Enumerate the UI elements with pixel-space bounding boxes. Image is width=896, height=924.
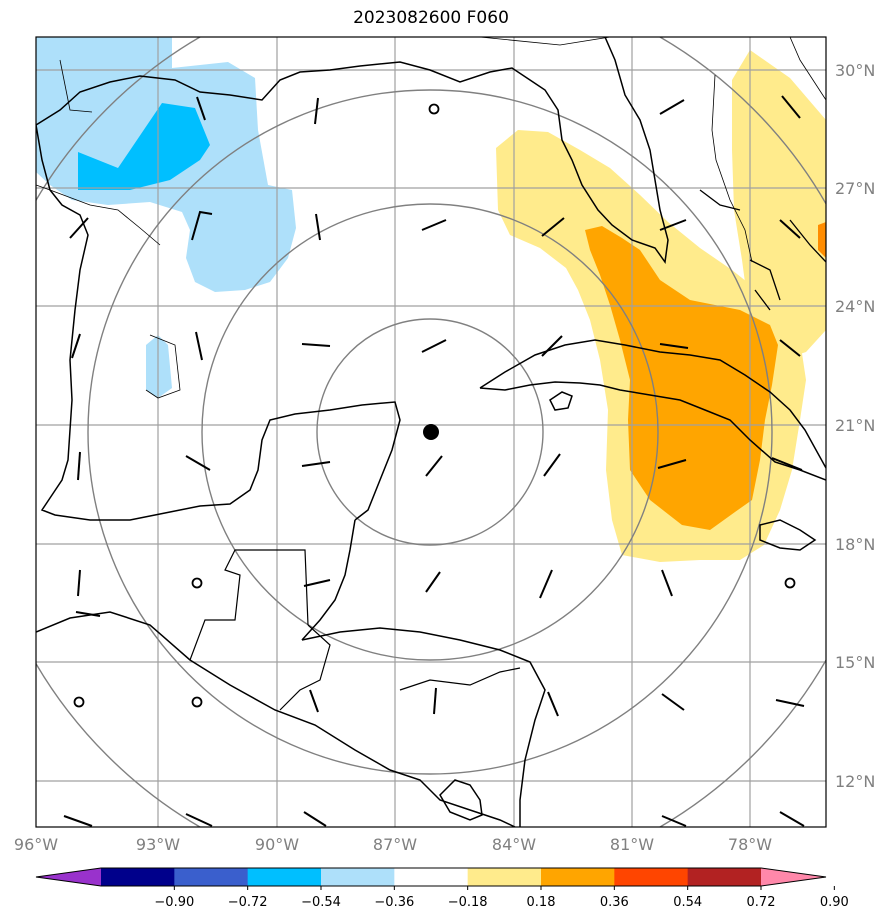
colorbar-tick-label: 0.54: [673, 895, 702, 910]
lat-labels: 30°N 27°N 24°N 21°N 18°N 15°N 12°N: [835, 61, 875, 791]
calm-circle: [428, 103, 440, 115]
colorbar-bin: [247, 868, 322, 886]
cuba-south-coast: [479, 381, 826, 481]
lon-label: 90°W: [255, 835, 299, 854]
grid-lines: [36, 37, 826, 827]
mexico-gulf-coast: [36, 124, 401, 521]
range-ring-3: [87, 89, 773, 775]
coastlines: [36, 37, 826, 827]
lat-label: 24°N: [835, 297, 875, 316]
calm-circles: [73, 103, 796, 708]
guatemala-border: [189, 549, 309, 661]
lon-label: 84°W: [492, 835, 536, 854]
colorbar-bin: [541, 868, 615, 886]
us-gulf-coast: [36, 37, 669, 264]
colorbar-tick-label: 0.18: [527, 895, 556, 910]
colorbar-tick-label: 0.36: [600, 895, 629, 910]
range-ring-1: [316, 318, 544, 546]
shaded-field: [36, 37, 826, 562]
lat-label: 15°N: [835, 653, 875, 672]
range-ring-2: [201, 203, 659, 661]
negative-anomaly-small: [146, 335, 172, 398]
negative-anomaly-core: [78, 103, 210, 190]
lon-label: 93°W: [136, 835, 180, 854]
lon-labels: 96°W 93°W 90°W 87°W 84°W 81°W 78°W: [14, 835, 772, 854]
map-frame: [35, 36, 827, 828]
colorbar-bin: [174, 868, 249, 886]
colorbar-bin: [394, 868, 469, 886]
lon-label: 81°W: [610, 835, 654, 854]
wind-barbs: [63, 95, 805, 827]
map-area: [36, 37, 826, 827]
calm-circle: [73, 696, 85, 708]
lon-label: 78°W: [728, 835, 772, 854]
colorbar-bin: [101, 868, 175, 886]
lat-label: 30°N: [835, 61, 875, 80]
positive-anomaly-ne: [732, 50, 826, 362]
calm-circle: [191, 577, 203, 589]
positive-anomaly-edge: [818, 222, 826, 258]
calm-circle: [784, 577, 796, 589]
political-borders: [36, 37, 826, 399]
lon-label: 96°W: [14, 835, 58, 854]
colorbar-tick-label: −0.54: [301, 895, 341, 910]
colorbar-tick-label: −0.18: [448, 895, 488, 910]
colorbar-tick-label: −0.36: [374, 895, 414, 910]
storm-center-marker: [423, 424, 439, 440]
calm-circle: [191, 696, 203, 708]
colorbar-bin: [687, 868, 762, 886]
range-rings: [36, 37, 826, 827]
lat-label: 12°N: [835, 772, 875, 791]
nicaragua-border: [399, 667, 521, 691]
colorbar-tick-label: −0.90: [154, 895, 194, 910]
honduras-border: [279, 624, 331, 711]
lake-nicaragua: [439, 779, 483, 821]
colorbar-tick-label: 0.72: [747, 895, 776, 910]
colorbar-extend-high: [761, 868, 826, 886]
lon-label: 87°W: [373, 835, 417, 854]
isla-de-la-juventud: [549, 391, 573, 411]
colorbar-bin: [614, 868, 689, 886]
cuba-coast: [479, 339, 826, 469]
jamaica: [759, 519, 817, 551]
colorbar-bin: [321, 868, 395, 886]
honduras-coast: [301, 627, 546, 827]
colorbar-outline: [35, 867, 827, 887]
lat-label: 27°N: [835, 179, 875, 198]
colorbar-extend-low: [36, 868, 101, 886]
colorbar-tick-label: −0.72: [228, 895, 268, 910]
colorbar-tick-label: 0.90: [820, 895, 849, 910]
map-title: 2023082600 F060: [353, 8, 509, 28]
belize-coast: [301, 519, 356, 641]
bahamas: [699, 189, 826, 311]
colorbar: −0.90 −0.72 −0.54 −0.36 −0.18 0.18 0.36 0.54 0.7…: [35, 867, 849, 910]
colorbar-bin: [467, 868, 542, 886]
lat-label: 18°N: [835, 535, 875, 554]
positive-anomaly-strong: [585, 226, 778, 530]
lat-label: 21°N: [835, 416, 875, 435]
central-america-coast: [36, 611, 516, 827]
